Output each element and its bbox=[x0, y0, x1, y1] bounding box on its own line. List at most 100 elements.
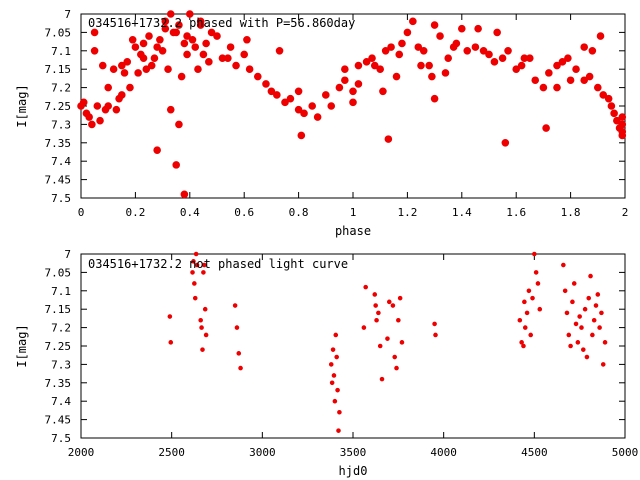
phased-data-point bbox=[202, 39, 210, 48]
phased-data-point bbox=[387, 43, 395, 51]
phased-data-point bbox=[604, 94, 613, 103]
unphased-data-point bbox=[238, 365, 243, 371]
phased-data-point bbox=[145, 32, 153, 40]
phased-data-point bbox=[341, 65, 349, 74]
unphased-x-axis-label: hjd0 bbox=[339, 464, 368, 478]
unphased-data-point bbox=[194, 262, 200, 268]
phased-data-point bbox=[409, 17, 417, 26]
phased-data-point bbox=[88, 120, 96, 129]
phased-chart-title: 034516+1732.2 phased with P=56.860day bbox=[88, 16, 355, 30]
unphased-data-point bbox=[564, 310, 570, 316]
unphased-data-point bbox=[533, 270, 539, 275]
phased-data-point bbox=[177, 72, 186, 81]
phased-data-point bbox=[335, 83, 344, 92]
phased-data-point bbox=[180, 190, 189, 199]
phased-data-point bbox=[580, 76, 589, 85]
phased-data-point bbox=[457, 24, 466, 33]
unphased-data-point bbox=[584, 354, 590, 360]
phased-data-point bbox=[596, 32, 605, 40]
unphased-data-point bbox=[328, 362, 334, 367]
unphased-data-point bbox=[432, 321, 437, 327]
unphased-data-point bbox=[336, 428, 341, 433]
unphased-data-point bbox=[377, 343, 383, 349]
phased-data-point bbox=[300, 109, 308, 118]
phased-data-point bbox=[96, 116, 104, 125]
phased-data-point bbox=[161, 24, 170, 33]
phased-data-point bbox=[253, 72, 262, 81]
phased-data-point bbox=[109, 65, 118, 74]
unphased-data-point bbox=[535, 281, 541, 286]
phased-data-point bbox=[313, 113, 322, 121]
phased-y-tick-label: 7.15 bbox=[45, 63, 72, 76]
phased-data-point bbox=[436, 32, 444, 40]
unphased-data-point bbox=[573, 321, 579, 327]
phased-data-point bbox=[240, 50, 249, 59]
unphased-data-point bbox=[201, 270, 206, 275]
phased-data-point bbox=[131, 43, 140, 51]
phased-data-point bbox=[166, 10, 175, 18]
unphased-x-tick-label: 5000 bbox=[612, 446, 639, 459]
unphased-data-point bbox=[524, 310, 530, 316]
phased-data-point bbox=[471, 43, 480, 51]
unphased-x-ticks: 2000 2500 3000 3500 4000 4500 5000 bbox=[68, 254, 639, 459]
unphased-data-point bbox=[570, 299, 575, 305]
unphased-x-tick-label: 3000 bbox=[249, 446, 276, 459]
unphased-data-point bbox=[399, 340, 405, 345]
phased-data-point bbox=[403, 28, 412, 37]
unphased-data-point bbox=[561, 262, 566, 268]
phased-data-point bbox=[564, 54, 572, 62]
phased-y-tick-label: 7.05 bbox=[45, 26, 72, 39]
phased-data-point bbox=[112, 105, 121, 114]
phased-data-point bbox=[531, 76, 540, 85]
unphased-data-point bbox=[568, 343, 573, 349]
phased-data-point bbox=[425, 61, 433, 70]
unphased-data-point bbox=[537, 306, 543, 312]
unphased-data-point bbox=[397, 295, 403, 301]
phased-x-tick-label: 1.2 bbox=[397, 206, 417, 219]
phased-data-point bbox=[566, 76, 575, 85]
unphased-data-point bbox=[597, 325, 602, 330]
phased-data-point bbox=[150, 54, 159, 62]
unphased-data-point bbox=[532, 251, 537, 257]
phased-data-point bbox=[158, 46, 167, 55]
unphased-data-point bbox=[192, 295, 198, 301]
unphased-data-point bbox=[385, 336, 390, 341]
phased-data-point bbox=[474, 24, 482, 33]
phased-data-point bbox=[180, 39, 189, 48]
unphased-data-point bbox=[330, 347, 336, 352]
phased-data-point bbox=[224, 54, 232, 62]
phased-data-point bbox=[362, 58, 371, 66]
phased-data-point bbox=[553, 83, 561, 92]
phased-x-ticks: 0 0.2 0.4 0.6 0.8 1 1.2 1.4 1.6 1.8 2 bbox=[78, 14, 628, 219]
unphased-data-point bbox=[590, 332, 595, 338]
phased-data-point bbox=[213, 32, 221, 40]
phased-data-point bbox=[368, 54, 376, 62]
unphased-y-axis-label: I[mag] bbox=[15, 324, 29, 367]
unphased-data-point bbox=[522, 299, 527, 305]
unphased-data-point bbox=[332, 398, 338, 404]
phased-data-point bbox=[354, 80, 363, 88]
phased-data-point bbox=[172, 161, 181, 169]
phased-data-point bbox=[281, 98, 289, 107]
phased-data-point bbox=[147, 61, 156, 70]
unphased-y-tick-label: 7.15 bbox=[45, 303, 72, 316]
phased-data-point bbox=[498, 54, 507, 62]
phased-data-point bbox=[245, 65, 254, 74]
unphased-data-point bbox=[562, 288, 568, 294]
unphased-data-point bbox=[168, 340, 174, 345]
unphased-data-point bbox=[236, 351, 242, 356]
unphased-data-point bbox=[566, 332, 572, 338]
phased-data-point bbox=[273, 91, 281, 99]
phased-data-point bbox=[126, 83, 134, 92]
unphased-data-point bbox=[599, 310, 604, 316]
phased-x-tick-label: 1.4 bbox=[452, 206, 472, 219]
phased-y-ticks: 7 7.05 7.1 7.15 7.2 7.25 7.3 7.35 7.4 7.45 7.5 bbox=[45, 8, 625, 205]
phased-data-point bbox=[226, 43, 235, 51]
phased-data-point bbox=[558, 58, 567, 66]
phased-y-axis-label: I[mag] bbox=[15, 84, 29, 127]
phased-data-point bbox=[618, 113, 627, 121]
phased-x-tick-label: 1 bbox=[350, 206, 357, 219]
phased-data-point bbox=[232, 61, 240, 70]
phased-y-tick-label: 7.1 bbox=[51, 45, 71, 58]
unphased-data-point bbox=[602, 340, 608, 345]
